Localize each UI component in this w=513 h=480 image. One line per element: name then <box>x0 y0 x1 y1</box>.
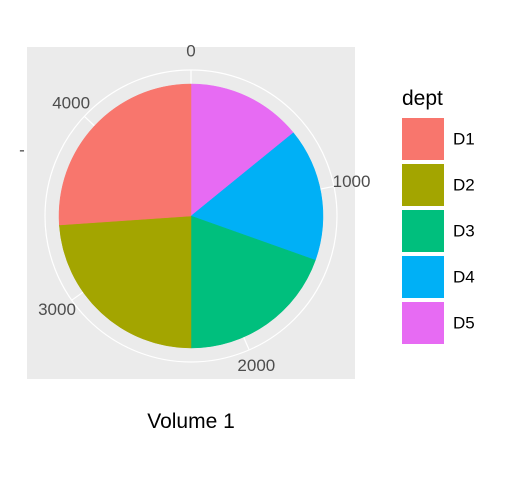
angle-tick-labels: 0 1000 2000 3000 4000 <box>38 41 370 374</box>
pie-slices <box>58 83 324 349</box>
slice-d2 <box>59 215 192 349</box>
legend-swatch-d5 <box>402 302 444 344</box>
legend: dept D1 D2 D3 D4 D5 <box>402 87 475 344</box>
slice-d5 <box>190 83 294 217</box>
tick-label-1000: 1000 <box>333 172 371 191</box>
legend-swatch-d1 <box>402 118 444 160</box>
tick-label-4000: 4000 <box>52 94 90 113</box>
legend-title: dept <box>402 87 443 110</box>
legend-swatch-d3 <box>402 210 444 252</box>
legend-label-d4: D4 <box>453 267 475 286</box>
legend-label-d5: D5 <box>453 313 475 332</box>
legend-label-d2: D2 <box>453 175 475 194</box>
legend-label-d3: D3 <box>453 221 475 240</box>
legend-swatch-d4 <box>402 256 444 298</box>
tick-label-2000: 2000 <box>237 356 275 375</box>
slice-d1 <box>58 83 192 226</box>
slice-d4 <box>190 132 324 261</box>
legend-label-d1: D1 <box>453 129 475 148</box>
x-axis-title: Volume 1 <box>147 410 235 433</box>
tick-label-0: 0 <box>186 41 195 60</box>
legend-swatch-d2 <box>402 164 444 206</box>
y-axis-tick-label: - <box>19 140 25 159</box>
tick-label-3000: 3000 <box>38 300 76 319</box>
slice-d3 <box>190 215 316 349</box>
